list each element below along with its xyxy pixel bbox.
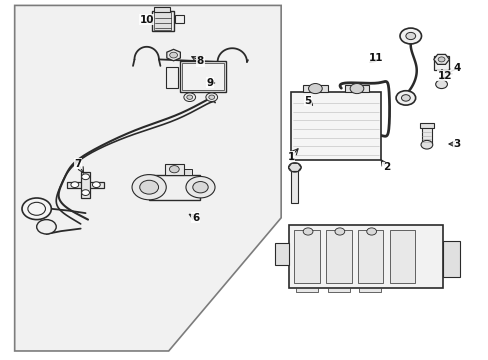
Circle shape [185, 176, 215, 198]
Circle shape [81, 190, 89, 195]
Bar [290, 92, 381, 160]
Circle shape [132, 175, 166, 200]
Text: 2: 2 [382, 162, 389, 172]
Bar [294, 230, 319, 283]
Bar [389, 230, 414, 283]
Circle shape [92, 182, 100, 188]
Bar [288, 225, 442, 288]
Bar [180, 169, 192, 175]
Text: 10: 10 [139, 15, 154, 25]
Circle shape [401, 95, 409, 101]
Bar [151, 11, 173, 31]
Circle shape [366, 228, 376, 235]
Text: 12: 12 [437, 71, 451, 81]
Text: 6: 6 [192, 213, 199, 223]
Bar [182, 63, 224, 90]
Circle shape [288, 163, 301, 172]
Circle shape [205, 93, 217, 102]
Polygon shape [288, 163, 301, 171]
Circle shape [186, 95, 192, 99]
Bar [164, 164, 183, 175]
Text: 3: 3 [453, 139, 460, 149]
Text: 1: 1 [287, 152, 294, 162]
Circle shape [169, 52, 177, 58]
Bar [290, 171, 298, 203]
Bar [154, 7, 170, 12]
Circle shape [303, 228, 312, 235]
Bar [166, 67, 178, 88]
Text: 4: 4 [452, 63, 460, 73]
Bar [433, 56, 448, 70]
Bar [303, 85, 327, 92]
Circle shape [405, 32, 415, 40]
Circle shape [37, 220, 56, 234]
Bar [81, 172, 90, 198]
Circle shape [81, 174, 89, 180]
Circle shape [208, 95, 214, 99]
Circle shape [169, 166, 179, 173]
Bar [442, 241, 459, 277]
Circle shape [308, 84, 322, 94]
Circle shape [140, 180, 158, 194]
Bar [357, 230, 383, 283]
Circle shape [437, 57, 444, 62]
Circle shape [399, 28, 421, 44]
Circle shape [22, 198, 51, 220]
Bar [419, 123, 433, 128]
Text: 7: 7 [74, 159, 82, 169]
Bar [344, 85, 368, 92]
Circle shape [192, 181, 208, 193]
Bar [274, 243, 288, 265]
Text: 5: 5 [304, 96, 311, 106]
Circle shape [395, 91, 415, 105]
Circle shape [435, 80, 447, 89]
Polygon shape [166, 49, 180, 61]
Bar [154, 12, 171, 30]
Text: 11: 11 [368, 53, 383, 63]
Circle shape [334, 228, 344, 235]
Bar [327, 288, 349, 292]
Bar [295, 288, 317, 292]
Polygon shape [15, 5, 281, 351]
Circle shape [183, 93, 195, 102]
Polygon shape [433, 54, 448, 64]
Bar [325, 230, 351, 283]
Bar [421, 127, 431, 143]
Circle shape [71, 182, 79, 188]
Bar [67, 182, 104, 188]
Bar [149, 175, 200, 200]
Bar [359, 288, 381, 292]
Circle shape [420, 140, 432, 149]
Bar [175, 15, 183, 23]
Text: 8: 8 [197, 56, 203, 66]
Circle shape [349, 84, 363, 94]
Text: 9: 9 [206, 78, 213, 88]
Bar [180, 61, 226, 92]
